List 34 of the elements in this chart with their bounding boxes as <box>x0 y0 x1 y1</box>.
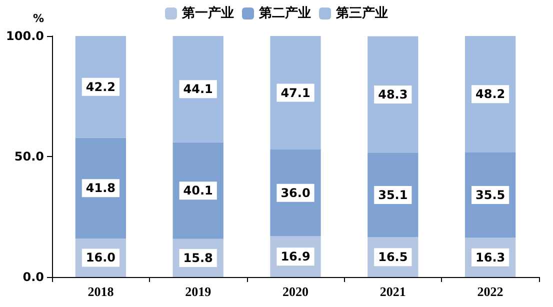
data-label: 36.0 <box>280 186 310 200</box>
data-label: 15.8 <box>183 250 213 265</box>
x-tick-label: 2018 <box>88 284 114 299</box>
y-tick-label: 50.0 <box>14 150 44 164</box>
y-tick-label: 100.0 <box>6 29 44 43</box>
bar <box>464 36 516 152</box>
bar <box>270 36 321 150</box>
data-label: 40.1 <box>183 184 213 198</box>
x-tick-label: 2019 <box>185 284 212 299</box>
x-tick-label: 2020 <box>282 284 308 299</box>
bar <box>368 36 418 153</box>
data-label: 35.5 <box>475 188 506 202</box>
bar <box>75 138 126 238</box>
bar <box>172 142 224 239</box>
legend-label: 第三产业 <box>335 5 388 21</box>
data-label: 16.9 <box>280 250 310 264</box>
x-tick-label: 2022 <box>477 284 504 299</box>
data-label: 16.3 <box>475 250 506 264</box>
y-tick-label: 0.0 <box>22 270 44 284</box>
data-label: 16.0 <box>86 250 116 265</box>
bar <box>172 36 224 142</box>
data-label: 16.5 <box>378 250 408 264</box>
bar <box>75 36 126 138</box>
data-label: 42.2 <box>86 80 116 94</box>
data-label: 47.1 <box>280 86 310 100</box>
data-label: 48.2 <box>475 87 506 102</box>
legend-label: 第二产业 <box>258 5 311 21</box>
data-label: 41.8 <box>86 181 116 196</box>
data-label: 44.1 <box>183 82 213 96</box>
y-axis-title: % <box>32 12 44 25</box>
data-label: 48.3 <box>378 87 408 102</box>
x-tick-label: 2021 <box>380 284 406 299</box>
data-label: 35.1 <box>378 188 408 202</box>
legend-label: 第一产业 <box>181 5 234 21</box>
